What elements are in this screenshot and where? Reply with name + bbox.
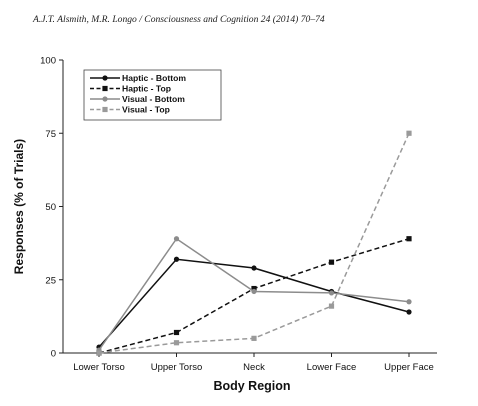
- legend-item-1: Haptic - Top: [90, 84, 171, 94]
- data-point: [406, 299, 412, 305]
- data-point: [251, 335, 257, 341]
- x-tick-label: Lower Face: [307, 362, 357, 373]
- legend-swatch-marker: [102, 75, 108, 81]
- legend-label: Haptic - Bottom: [122, 73, 186, 83]
- data-point: [328, 303, 335, 309]
- data-point: [173, 329, 180, 336]
- x-tick-label: Upper Face: [384, 362, 434, 373]
- legend-item-3: Visual - Top: [90, 105, 170, 115]
- y-axis-title: Responses (% of Trials): [12, 139, 26, 274]
- data-point: [96, 350, 102, 356]
- x-tick-label: Neck: [243, 362, 265, 373]
- y-tick-label: 0: [51, 349, 56, 360]
- chart-axes: 0 25 50 75 100 Lower Torso Upper Torso Neck Lowe…: [12, 56, 437, 393]
- y-tick-label: 75: [45, 129, 56, 140]
- chart-series: [96, 130, 412, 356]
- legend-label: Visual - Top: [122, 105, 170, 115]
- legend-swatch-marker: [102, 106, 108, 113]
- x-axis-title: Body Region: [213, 379, 290, 393]
- data-point: [251, 288, 257, 295]
- x-tick-label: Upper Torso: [151, 362, 203, 373]
- legend-label: Visual - Bottom: [122, 94, 185, 104]
- data-point: [406, 236, 412, 242]
- y-tick-label: 100: [40, 56, 56, 67]
- series-line: [98, 258, 410, 348]
- legend-swatch-marker: [102, 96, 108, 102]
- x-tick-label: Lower Torso: [73, 362, 125, 373]
- data-point: [328, 259, 335, 265]
- data-point: [328, 290, 335, 296]
- data-point: [173, 340, 180, 346]
- series-line: [98, 132, 410, 354]
- legend-swatch-marker: [102, 85, 108, 92]
- data-point: [251, 265, 257, 271]
- legend-label: Haptic - Top: [122, 84, 171, 94]
- legend-item-0: Haptic - Bottom: [90, 73, 186, 83]
- series-2: [96, 236, 412, 353]
- data-point: [173, 256, 180, 262]
- journal-citation: A.J.T. Alsmith, M.R. Longo / Consciousne…: [33, 14, 325, 25]
- series-0: [96, 256, 412, 350]
- data-point: [406, 130, 412, 136]
- data-point: [251, 285, 257, 292]
- data-point: [173, 236, 180, 242]
- y-tick-label: 25: [45, 275, 56, 286]
- y-tick-label: 50: [45, 202, 56, 213]
- series-3: [96, 130, 412, 356]
- legend-item-2: Visual - Bottom: [90, 94, 185, 104]
- data-point: [406, 309, 412, 315]
